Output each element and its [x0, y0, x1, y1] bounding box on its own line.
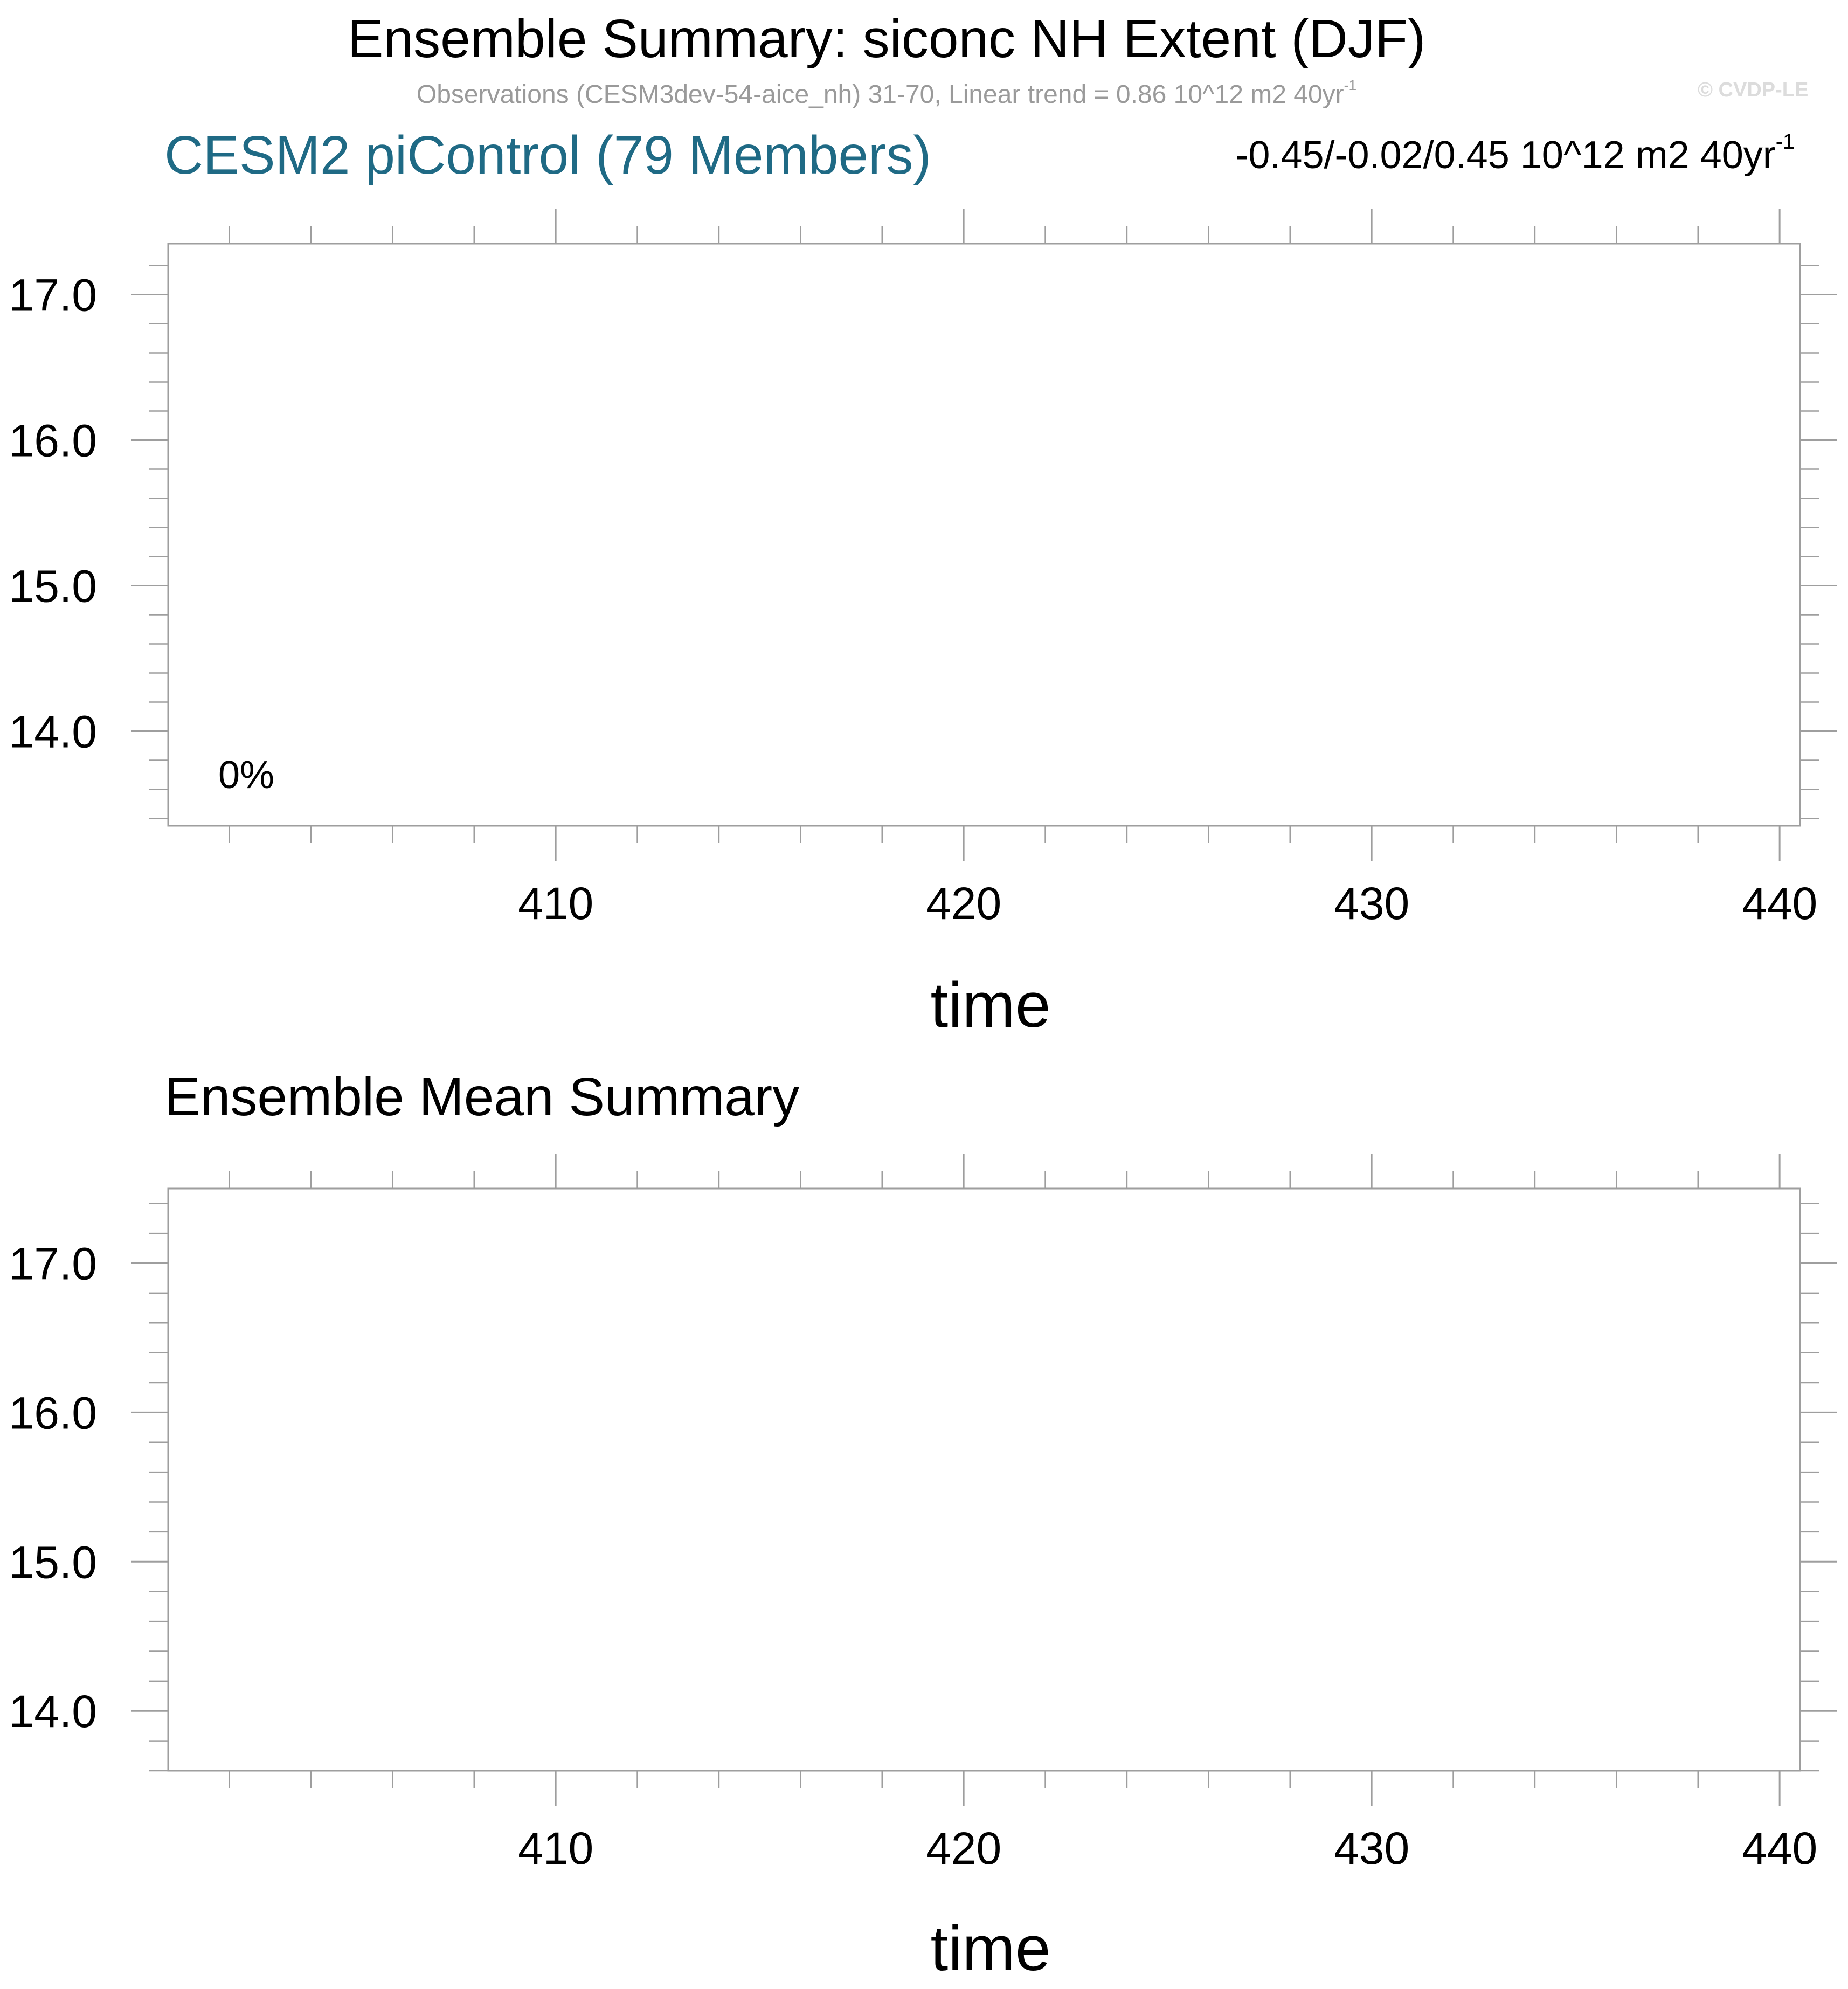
observations-subtitle-text: Observations (CESM3dev-54-aice_nh) 31-70…	[416, 80, 1344, 109]
trend-range-text: -0.45/-0.02/0.45 10^12 m2 40yr	[1235, 134, 1776, 177]
y-tick-label: 17.0	[9, 1238, 98, 1289]
x-axis-label: time	[931, 970, 1051, 1041]
x-tick-label: 440	[1742, 878, 1817, 929]
ensemble-label: CESM2 piControl (79 Members)	[164, 125, 931, 185]
x-tick-label: 410	[518, 1823, 593, 1874]
y-tick-label: 16.0	[9, 416, 98, 466]
x-tick-label: 410	[518, 878, 593, 929]
y-tick-label: 14.0	[9, 707, 98, 757]
y-tick-label: 16.0	[9, 1387, 98, 1438]
x-tick-label: 430	[1334, 1823, 1409, 1874]
ensemble-mean-title: Ensemble Mean Summary	[164, 1067, 800, 1127]
ensemble-mean-plot: 410 420 430 440 14.0 15.0 16.0 17.0 time	[9, 1154, 1837, 1984]
y-tick-label: 15.0	[9, 561, 98, 612]
x-tick-label: 440	[1742, 1823, 1817, 1874]
x-axis-label: time	[931, 1913, 1051, 1984]
x-tick-label: 420	[926, 1823, 1001, 1874]
observations-subtitle-exponent: -1	[1344, 77, 1357, 94]
ensemble-summary-plot: 410 420 430 440 14.0 15.0 16.0 17.0 time 0%	[9, 209, 1837, 1041]
y-tick-label: 14.0	[9, 1686, 98, 1737]
plot-frame	[167, 1187, 1801, 1772]
y-tick-label: 15.0	[9, 1537, 98, 1587]
figure-title: Ensemble Summary: siconc NH Extent (DJF)	[347, 9, 1426, 69]
y-tick-label: 17.0	[9, 270, 98, 321]
trend-range-exponent: -1	[1775, 130, 1795, 154]
observations-subtitle: Observations (CESM3dev-54-aice_nh) 31-70…	[0, 78, 1773, 109]
copyright-watermark: © CVDP-LE	[1698, 79, 1809, 101]
trend-range-label: -0.45/-0.02/0.45 10^12 m2 40yr-1	[1078, 132, 1795, 177]
percent-annotation: 0%	[218, 754, 274, 797]
x-tick-label: 430	[1334, 878, 1409, 929]
x-tick-label: 420	[926, 878, 1001, 929]
plot-frame	[167, 243, 1801, 827]
